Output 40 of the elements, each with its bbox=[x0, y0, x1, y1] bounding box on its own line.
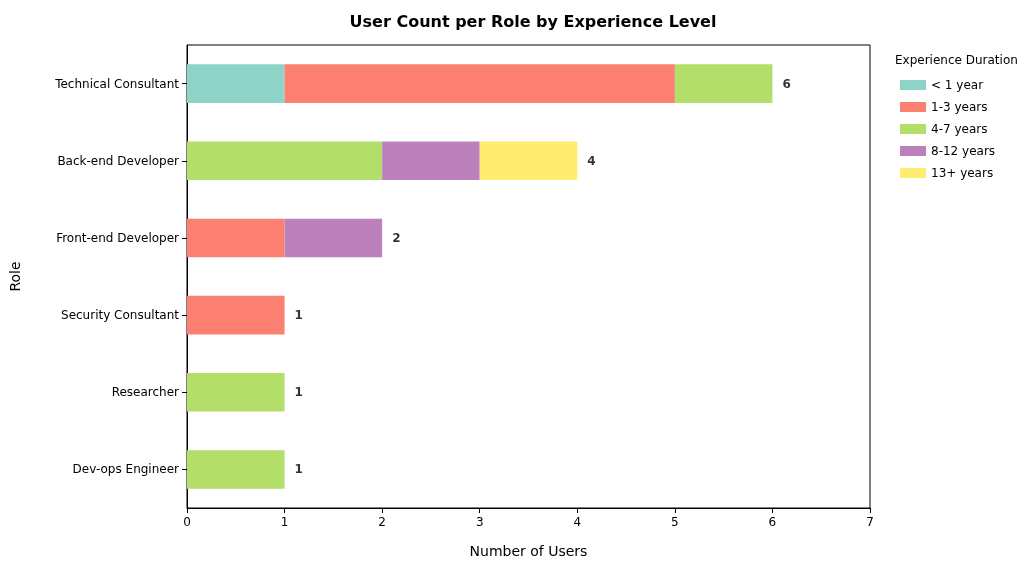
x-tick-label: 3 bbox=[475, 515, 484, 529]
legend-label: 1-3 years bbox=[931, 100, 988, 114]
bar bbox=[187, 218, 285, 258]
total-label: 6 bbox=[782, 76, 791, 91]
x-tick-label: 2 bbox=[378, 515, 386, 529]
total-label: 1 bbox=[294, 462, 303, 477]
total-label: 1 bbox=[294, 308, 303, 323]
x-tick-label: 7 bbox=[866, 515, 874, 529]
bar bbox=[479, 141, 578, 181]
bar bbox=[187, 372, 285, 412]
bar bbox=[284, 64, 675, 103]
legend-label: 8-12 years bbox=[931, 144, 996, 158]
x-axis-title: Number of Users bbox=[469, 543, 588, 559]
bar bbox=[382, 141, 480, 181]
y-tick-label: Dev-ops Engineer bbox=[72, 462, 180, 477]
bar bbox=[187, 141, 383, 181]
total-label: 2 bbox=[392, 230, 401, 245]
legend-label: < 1 year bbox=[931, 78, 984, 92]
bar bbox=[674, 64, 773, 103]
bar bbox=[187, 64, 285, 103]
x-tick-label: 0 bbox=[183, 515, 191, 529]
x-tick-label: 5 bbox=[671, 515, 679, 529]
x-tick-label: 4 bbox=[573, 515, 582, 529]
legend-label: 13+ years bbox=[931, 166, 994, 180]
total-label: 4 bbox=[587, 153, 596, 168]
y-tick-label: Back-end Developer bbox=[57, 153, 180, 168]
bar bbox=[284, 218, 383, 258]
legend-title: Experience Duration bbox=[895, 53, 1018, 67]
bar bbox=[187, 450, 285, 489]
y-axis-title: Role bbox=[7, 261, 23, 292]
y-tick-label: Researcher bbox=[111, 385, 180, 400]
y-tick-label: Front-end Developer bbox=[56, 230, 180, 245]
x-tick-label: 6 bbox=[768, 515, 777, 529]
y-tick-label: Technical Consultant bbox=[54, 76, 180, 91]
bar bbox=[187, 295, 285, 335]
y-tick-label: Security Consultant bbox=[61, 308, 180, 323]
x-tick-label: 1 bbox=[280, 515, 289, 529]
total-label: 1 bbox=[294, 385, 303, 400]
legend-label: 4-7 years bbox=[931, 122, 988, 136]
chart-title: User Count per Role by Experience Level bbox=[349, 11, 717, 31]
